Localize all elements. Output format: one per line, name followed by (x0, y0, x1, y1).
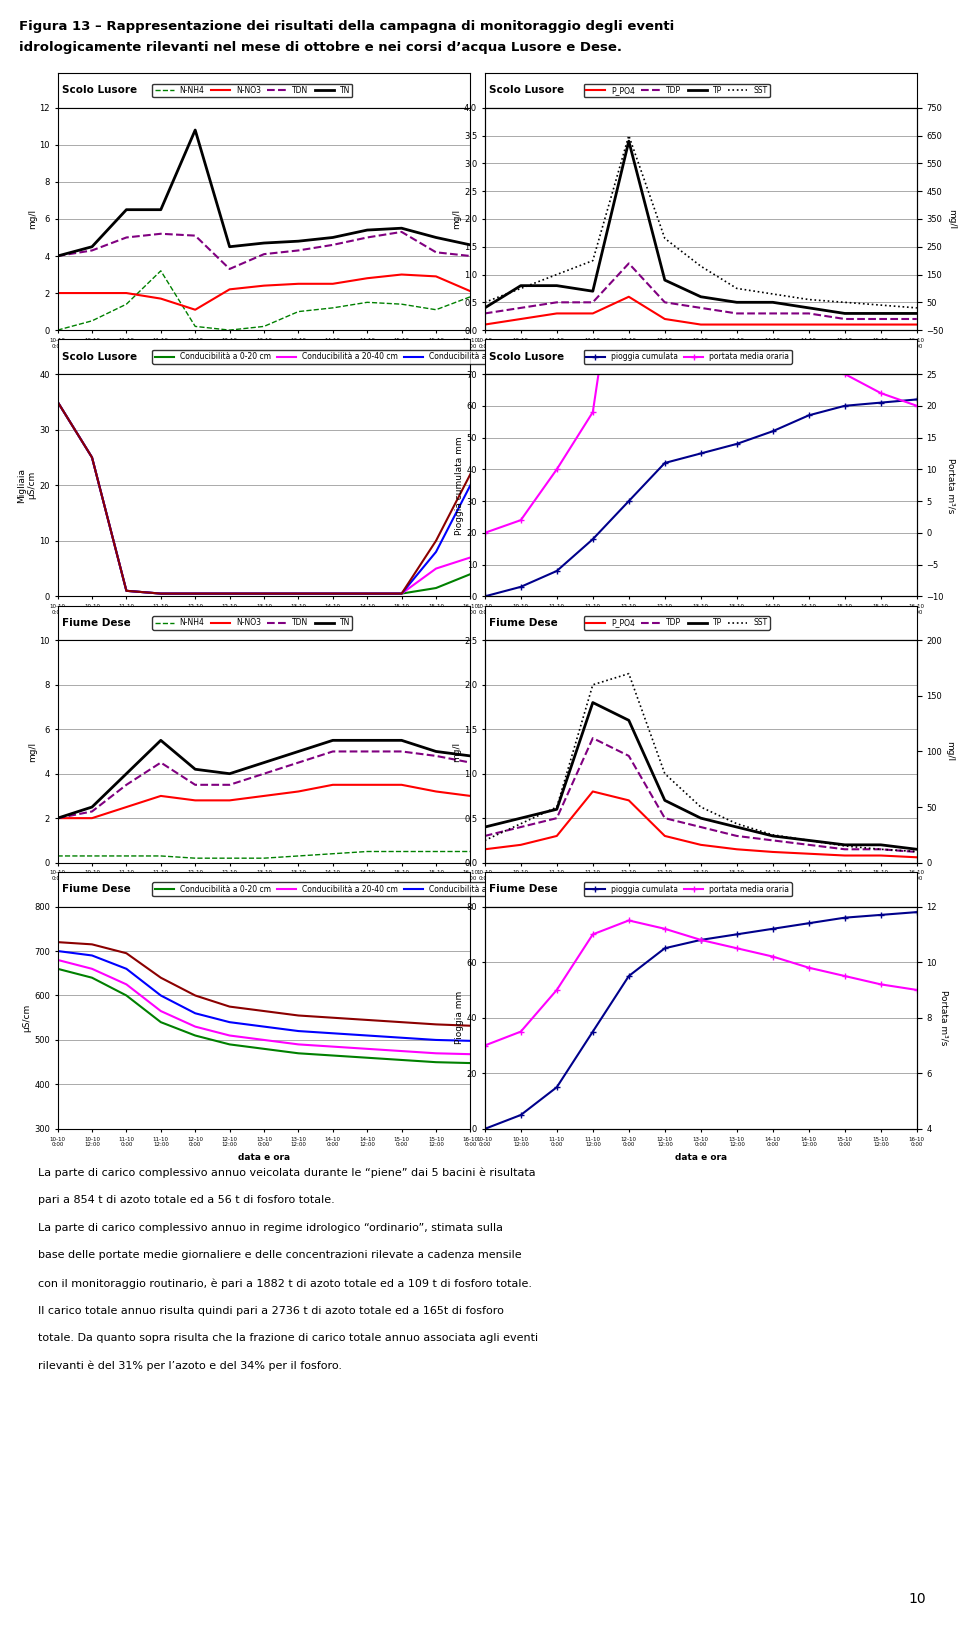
X-axis label: data e ora: data e ora (675, 354, 727, 363)
Text: La parte di carico complessivo annuo veicolata durante le “piene” dai 5 bacini è: La parte di carico complessivo annuo vei… (38, 1167, 536, 1177)
Text: Scolo Lusore: Scolo Lusore (489, 351, 564, 361)
Text: idrologicamente rilevanti nel mese di ottobre e nei corsi d’acqua Lusore e Dese.: idrologicamente rilevanti nel mese di ot… (19, 41, 622, 54)
Text: pari a 854 t di azoto totale ed a 56 t di fosforo totale.: pari a 854 t di azoto totale ed a 56 t d… (38, 1195, 335, 1205)
Y-axis label: Pioggia cumulata mm: Pioggia cumulata mm (455, 436, 464, 535)
Y-axis label: Migliaia
μS/cm: Migliaia μS/cm (17, 468, 36, 502)
Legend: Conducibilità a 0-20 cm, Conducibilità a 20-40 cm, Conducibilità a 60-80 cm, Con: Conducibilità a 0-20 cm, Conducibilità a… (153, 883, 664, 896)
Y-axis label: mg/l: mg/l (28, 208, 36, 229)
X-axis label: data e ora: data e ora (675, 886, 727, 896)
Text: Scolo Lusore: Scolo Lusore (489, 86, 564, 96)
Text: Scolo Lusore: Scolo Lusore (61, 351, 137, 361)
X-axis label: data e ora: data e ora (238, 1153, 290, 1163)
Y-axis label: mg/l: mg/l (945, 741, 954, 761)
Legend: P_PO4, TDP, TP, SST: P_PO4, TDP, TP, SST (584, 616, 770, 629)
Text: Il carico totale annuo risulta quindi pari a 2736 t di azoto totale ed a 165t di: Il carico totale annuo risulta quindi pa… (38, 1306, 504, 1315)
Y-axis label: Portata m³/s: Portata m³/s (947, 457, 956, 512)
Legend: Conducibilità a 0-20 cm, Conducibilità a 20-40 cm, Conducibilità a 60-80 cm, Con: Conducibilità a 0-20 cm, Conducibilità a… (153, 350, 664, 364)
Y-axis label: Pioggia mm: Pioggia mm (455, 992, 464, 1044)
Text: Fiume Dese: Fiume Dese (489, 885, 558, 894)
Y-axis label: mg/l: mg/l (947, 208, 956, 229)
Text: con il monitoraggio routinario, è pari a 1882 t di azoto totale ed a 109 t di fo: con il monitoraggio routinario, è pari a… (38, 1278, 533, 1288)
Y-axis label: mg/l: mg/l (28, 741, 36, 761)
Text: Scolo Lusore: Scolo Lusore (61, 86, 137, 96)
Text: rilevanti è del 31% per l’azoto e del 34% per il fosforo.: rilevanti è del 31% per l’azoto e del 34… (38, 1361, 343, 1371)
Text: 10: 10 (909, 1592, 926, 1606)
Legend: pioggia cumulata, portata media oraria: pioggia cumulata, portata media oraria (584, 350, 792, 364)
Text: base delle portate medie giornaliere e delle concentrazioni rilevate a cadenza m: base delle portate medie giornaliere e d… (38, 1250, 522, 1260)
Legend: P_PO4, TDP, TP, SST: P_PO4, TDP, TP, SST (584, 83, 770, 98)
Text: Figura 13 – Rappresentazione dei risultati della campagna di monitoraggio degli : Figura 13 – Rappresentazione dei risulta… (19, 20, 675, 33)
Legend: N-NH4, N-NO3, TDN, TN: N-NH4, N-NO3, TDN, TN (153, 83, 352, 98)
Text: Fiume Dese: Fiume Dese (61, 618, 131, 628)
Text: La parte di carico complessivo annuo in regime idrologico “ordinario”, stimata s: La parte di carico complessivo annuo in … (38, 1223, 503, 1233)
Legend: N-NH4, N-NO3, TDN, TN: N-NH4, N-NO3, TDN, TN (153, 616, 352, 629)
Text: Fiume Dese: Fiume Dese (61, 885, 131, 894)
Y-axis label: Portata m³/s: Portata m³/s (940, 990, 948, 1046)
Text: totale. Da quanto sopra risulta che la frazione di carico totale annuo associata: totale. Da quanto sopra risulta che la f… (38, 1333, 539, 1343)
Y-axis label: mg/l: mg/l (452, 208, 461, 229)
X-axis label: data e ora: data e ora (238, 886, 290, 896)
Legend: pioggia cumulata, portata media oraria: pioggia cumulata, portata media oraria (584, 883, 792, 896)
Y-axis label: μS/cm: μS/cm (22, 1003, 32, 1033)
Text: Fiume Dese: Fiume Dese (489, 618, 558, 628)
X-axis label: data e ora: data e ora (238, 354, 290, 363)
Y-axis label: mg/l: mg/l (452, 741, 461, 761)
X-axis label: data e ora: data e ora (238, 621, 290, 629)
X-axis label: data e ora: data e ora (675, 621, 727, 629)
X-axis label: data e ora: data e ora (675, 1153, 727, 1163)
